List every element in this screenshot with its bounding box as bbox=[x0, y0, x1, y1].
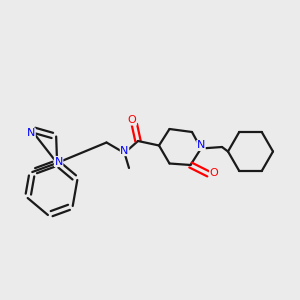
Text: N: N bbox=[120, 146, 129, 156]
Text: N: N bbox=[197, 140, 205, 151]
Text: O: O bbox=[209, 167, 218, 178]
Text: O: O bbox=[128, 115, 136, 125]
Text: N: N bbox=[54, 157, 63, 166]
Text: N: N bbox=[27, 128, 35, 138]
